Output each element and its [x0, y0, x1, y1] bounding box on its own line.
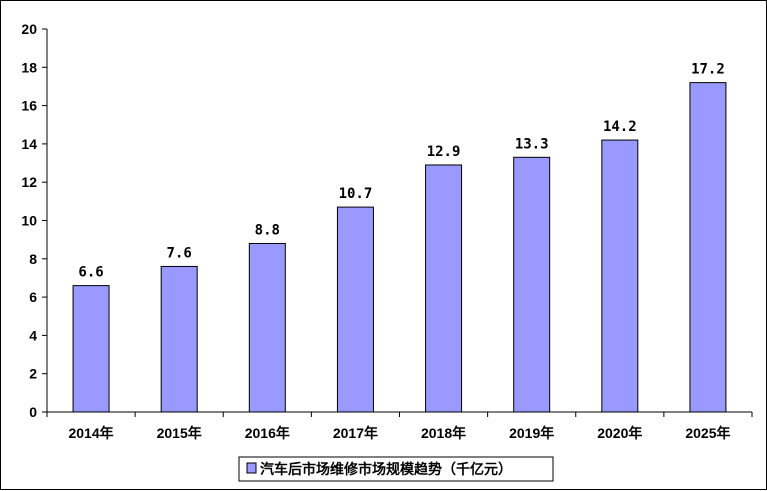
- data-labels: 6.6 7.6 8.8 10.7 12.9 13.3 14.2 17.2: [78, 62, 724, 281]
- bars: [72, 82, 727, 413]
- y-tick-label: 4: [29, 327, 37, 343]
- legend-box: [238, 456, 554, 482]
- y-tick-label: 12: [21, 174, 37, 190]
- bar: [689, 82, 727, 413]
- data-label: 10.7: [339, 186, 373, 202]
- x-tick-label: 2014年: [68, 425, 113, 441]
- data-label: 14.2: [603, 119, 637, 135]
- bar: [425, 164, 463, 413]
- data-label: 12.9: [427, 144, 461, 160]
- x-tick-label: 2020年: [597, 425, 642, 441]
- data-label: 17.2: [691, 62, 725, 78]
- y-tick-label: 18: [21, 59, 37, 75]
- bar: [248, 242, 286, 413]
- data-label: 8.8: [255, 222, 280, 238]
- x-tick-label: 2015年: [157, 425, 202, 441]
- data-label: 13.3: [515, 136, 549, 152]
- bar: [72, 285, 110, 413]
- x-tick-label: 2019年: [509, 425, 554, 441]
- bar: [601, 139, 639, 413]
- y-tick-label: 8: [29, 251, 37, 267]
- x-axis: 2014年 2015年 2016年 2017年 2018年 2019年 2020年 2025年: [46, 411, 753, 441]
- y-tick-label: 20: [21, 21, 37, 37]
- y-axis: 0 2 4 6 8 10 12 14 16 18 20: [21, 21, 48, 420]
- legend: 汽车后市场维修市场规模趋势（千亿元）: [238, 456, 554, 482]
- data-label: 6.6: [78, 265, 103, 281]
- x-tick-label: 2025年: [685, 425, 730, 441]
- legend-swatch: [246, 462, 257, 474]
- y-tick-label: 14: [21, 136, 37, 152]
- y-tick-label: 2: [29, 366, 37, 382]
- y-tick-label: 0: [29, 404, 37, 420]
- bar: [513, 156, 551, 413]
- legend-label: 汽车后市场维修市场规模趋势（千亿元）: [260, 461, 512, 478]
- x-tick-label: 2016年: [245, 425, 290, 441]
- x-tick-label: 2017年: [333, 425, 378, 441]
- bar: [336, 206, 374, 413]
- y-tick-label: 16: [21, 98, 37, 114]
- y-tick-label: 10: [21, 213, 37, 229]
- data-label: 7.6: [167, 245, 192, 261]
- x-tick-label: 2018年: [421, 425, 466, 441]
- y-tick-label: 6: [29, 289, 37, 305]
- bar: [160, 265, 198, 413]
